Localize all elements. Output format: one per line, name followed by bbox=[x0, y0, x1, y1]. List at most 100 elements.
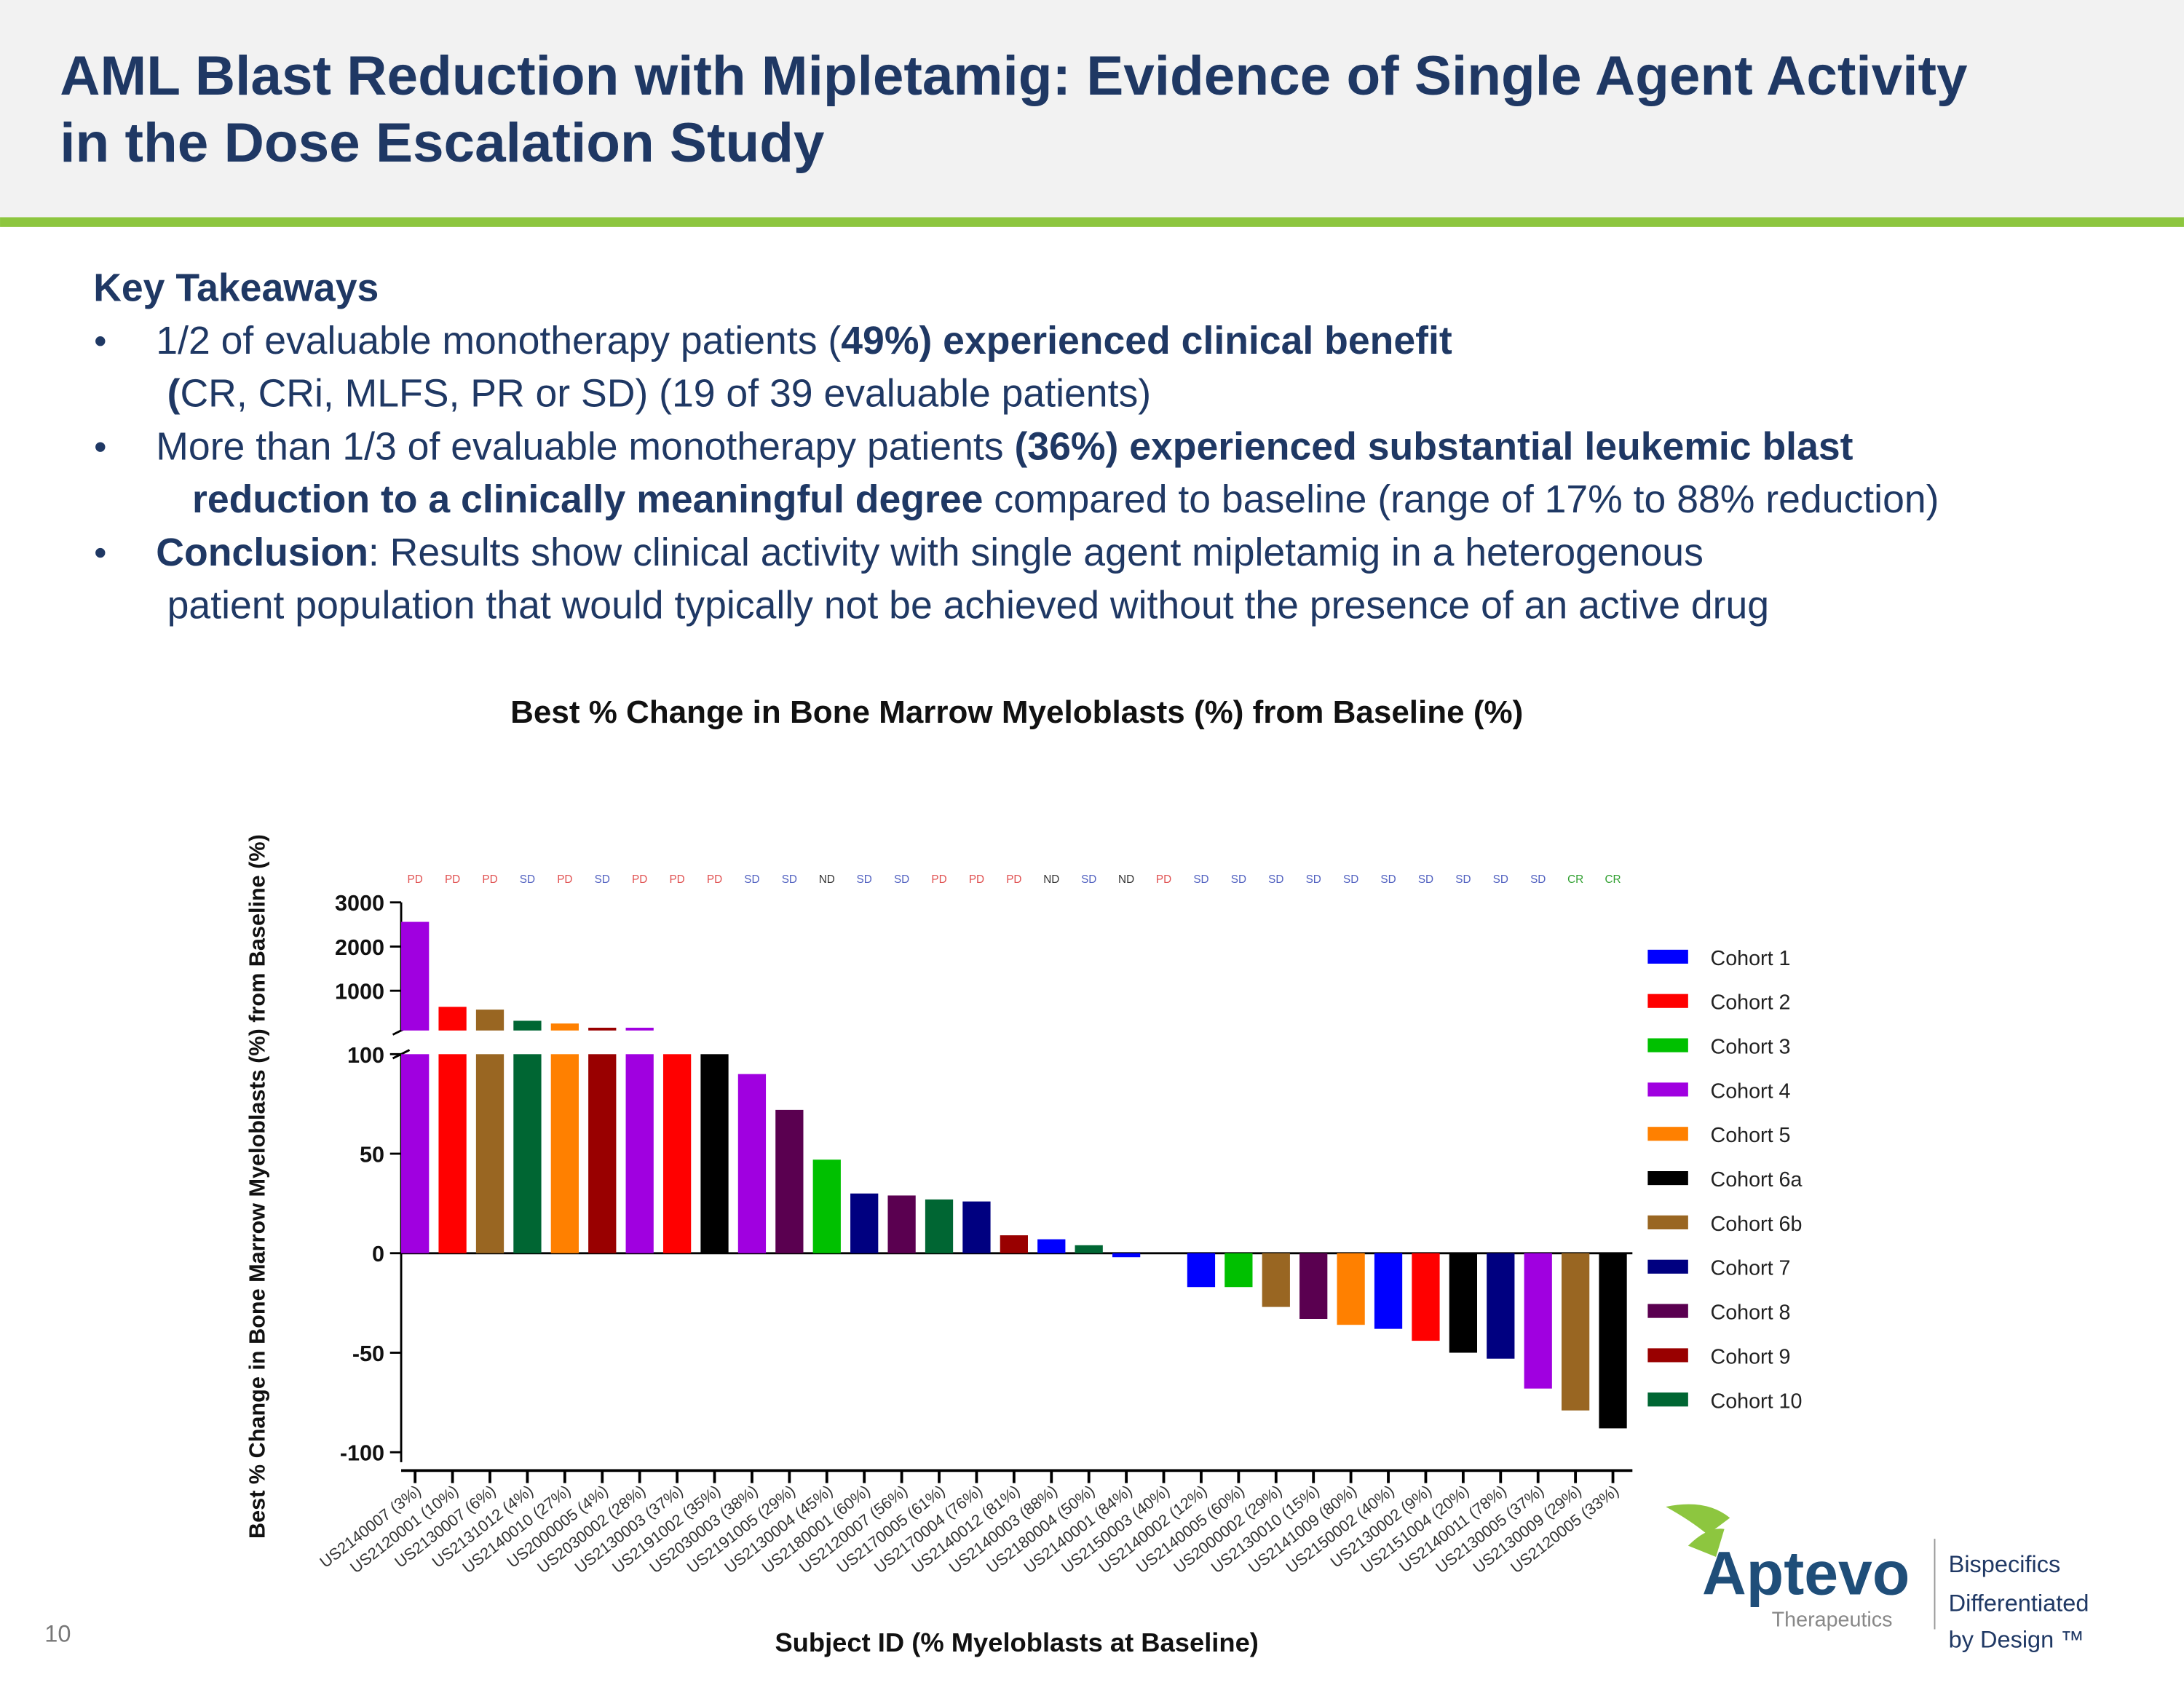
takeaway-run: 1/2 of evaluable monotherapy patients ( bbox=[156, 320, 841, 362]
response-label: PD bbox=[557, 873, 572, 886]
response-label: SD bbox=[1306, 873, 1321, 886]
takeaway-run: ( bbox=[167, 373, 181, 416]
legend-swatch bbox=[1647, 1038, 1688, 1052]
response-label: SD bbox=[520, 873, 535, 886]
legend-label: Cohort 4 bbox=[1710, 1079, 1790, 1103]
logo-name: Aptevo bbox=[1702, 1539, 1910, 1608]
legend-swatch bbox=[1647, 1215, 1688, 1229]
logo: Aptevo Therapeutics Bispecifics Differen… bbox=[1666, 1504, 2089, 1652]
y-tick-label: 0 bbox=[372, 1242, 384, 1266]
takeaway-run: CR, CRi, MLFS, PR or SD) (19 of 39 evalu… bbox=[180, 373, 1151, 416]
takeaway-run: (36%) experienced substantial leukemic b… bbox=[1014, 425, 1853, 468]
takeaway-run: reduction to a clinically meaningful deg… bbox=[192, 478, 983, 521]
legend-label: Cohort 3 bbox=[1710, 1036, 1790, 1059]
legend-swatch bbox=[1647, 994, 1688, 1008]
header-background bbox=[0, 0, 2184, 218]
response-label: SD bbox=[1380, 873, 1396, 886]
response-label: PD bbox=[408, 873, 423, 886]
takeaway-run: patient population that would typically … bbox=[167, 584, 1769, 627]
response-label: CR bbox=[1567, 873, 1583, 886]
response-label: SD bbox=[744, 873, 759, 886]
bar bbox=[925, 1199, 954, 1253]
takeaway-line: (CR, CRi, MLFS, PR or SD) (19 of 39 eval… bbox=[167, 373, 1151, 416]
logo-tagline: by Design ™ bbox=[1949, 1626, 2084, 1652]
bar bbox=[1112, 1253, 1141, 1258]
legend-label: Cohort 7 bbox=[1710, 1257, 1790, 1280]
logo-leaf bbox=[1666, 1504, 1730, 1535]
takeaway-run: More than 1/3 of evaluable monotherapy p… bbox=[156, 425, 1014, 468]
bar bbox=[700, 1054, 729, 1253]
bar bbox=[1299, 1253, 1328, 1319]
y-axis-label: Best % Change in Bone Marrow Myeloblasts… bbox=[245, 834, 270, 1539]
y-tick-label: 100 bbox=[347, 1043, 384, 1068]
logo-leaf bbox=[1688, 1529, 1725, 1557]
response-label: SD bbox=[1493, 873, 1508, 886]
response-label: SD bbox=[1455, 873, 1471, 886]
bar bbox=[401, 1054, 430, 1253]
bar bbox=[625, 1054, 654, 1253]
bar-upper bbox=[401, 921, 430, 1031]
response-label: ND bbox=[819, 873, 835, 886]
legend-label: Cohort 9 bbox=[1710, 1345, 1790, 1368]
bar-upper bbox=[588, 1027, 617, 1031]
response-label: SD bbox=[1193, 873, 1208, 886]
takeaway-run: Conclusion bbox=[156, 531, 368, 574]
takeaway-line: reduction to a clinically meaningful deg… bbox=[192, 478, 1939, 521]
bar bbox=[1224, 1253, 1253, 1288]
title-line: in the Dose Escalation Study bbox=[60, 112, 825, 174]
response-label: PD bbox=[445, 873, 460, 886]
takeaway-line: More than 1/3 of evaluable monotherapy p… bbox=[156, 425, 1853, 468]
bar bbox=[887, 1195, 916, 1253]
legend-label: Cohort 1 bbox=[1710, 947, 1790, 970]
title-line: AML Blast Reduction with Mipletamig: Evi… bbox=[60, 45, 1968, 107]
logo-tagline: Bispecifics bbox=[1949, 1551, 2061, 1577]
takeaway-run: compared to baseline (range of 17% to 88… bbox=[983, 478, 1939, 521]
response-label: SD bbox=[1530, 873, 1546, 886]
legend-swatch bbox=[1647, 1127, 1688, 1141]
bar bbox=[1037, 1239, 1066, 1253]
page-number: 10 bbox=[44, 1621, 71, 1647]
bullet-dot bbox=[95, 547, 106, 558]
bar bbox=[513, 1054, 542, 1253]
legend-label: Cohort 6b bbox=[1710, 1213, 1802, 1236]
response-label: SD bbox=[1343, 873, 1358, 886]
legend-label: Cohort 5 bbox=[1710, 1124, 1790, 1147]
takeaway-line: Conclusion: Results show clinical activi… bbox=[156, 531, 1704, 574]
logo-sub: Therapeutics bbox=[1772, 1609, 1893, 1632]
legend-swatch bbox=[1647, 1348, 1688, 1363]
bar bbox=[1487, 1253, 1515, 1359]
bar bbox=[1374, 1253, 1403, 1329]
response-label: SD bbox=[782, 873, 797, 886]
logo-tagline: Differentiated bbox=[1949, 1590, 2089, 1617]
bar bbox=[1412, 1253, 1440, 1341]
bullet-dot bbox=[95, 336, 106, 346]
x-axis-label: Subject ID (% Myeloblasts at Baseline) bbox=[775, 1627, 1258, 1657]
response-label: PD bbox=[707, 873, 722, 886]
legend-swatch bbox=[1647, 1304, 1688, 1318]
y-tick-label: -100 bbox=[340, 1441, 384, 1466]
response-label: SD bbox=[894, 873, 909, 886]
bar bbox=[1449, 1253, 1478, 1353]
takeaways-heading: Key Takeaways bbox=[93, 266, 379, 309]
response-label: CR bbox=[1605, 873, 1621, 886]
chart-title: Best % Change in Bone Marrow Myeloblasts… bbox=[510, 694, 1523, 730]
legend-label: Cohort 8 bbox=[1710, 1301, 1790, 1325]
legend-label: Cohort 2 bbox=[1710, 991, 1790, 1015]
bar bbox=[1000, 1235, 1028, 1253]
legend-swatch bbox=[1647, 1082, 1688, 1097]
y-tick-label: 2000 bbox=[335, 935, 384, 960]
bar bbox=[1075, 1245, 1103, 1253]
y-tick-label: 50 bbox=[360, 1143, 384, 1167]
bar bbox=[1262, 1253, 1290, 1307]
bar-upper bbox=[475, 1010, 505, 1031]
header-rule bbox=[0, 217, 2184, 227]
response-label: PD bbox=[1156, 873, 1171, 886]
bar-upper bbox=[513, 1020, 542, 1031]
bar bbox=[1561, 1253, 1590, 1411]
bar bbox=[1524, 1253, 1552, 1389]
y-tick-label: 3000 bbox=[335, 891, 384, 916]
bar bbox=[850, 1193, 879, 1253]
takeaway-line: 1/2 of evaluable monotherapy patients (4… bbox=[156, 320, 1452, 362]
response-label: SD bbox=[1081, 873, 1096, 886]
response-label: PD bbox=[1006, 873, 1021, 886]
